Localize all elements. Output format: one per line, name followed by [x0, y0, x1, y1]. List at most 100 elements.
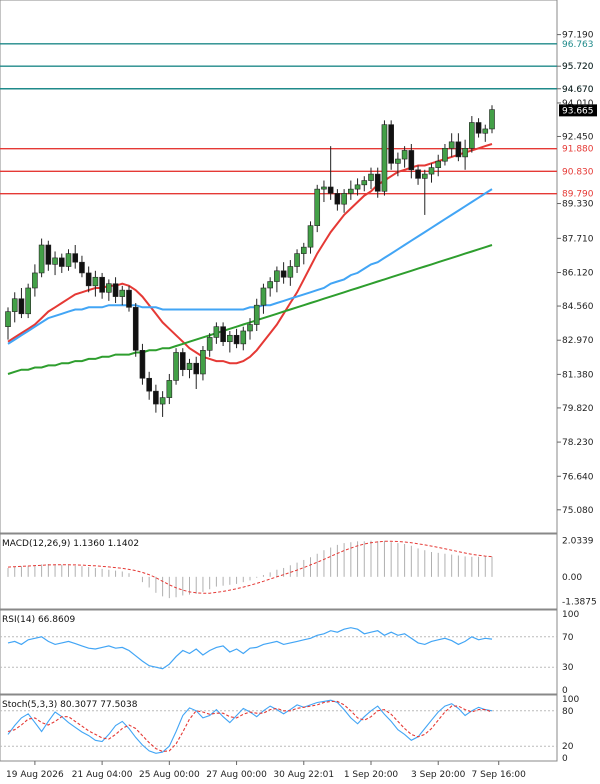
candle: [213, 322, 220, 344]
x-axis: 19 Aug 2026 21 Aug 04:00 25 Aug 00:00 27 Au…: [6, 761, 526, 780]
macd-title: MACD(12,26,9) 1.1360 1.1402: [2, 539, 139, 549]
candle: [58, 253, 65, 273]
candle: [106, 279, 112, 301]
candle-body: [469, 122, 475, 149]
candle-body: [348, 188, 354, 194]
rsi-tick-label: 100: [562, 610, 579, 620]
candle-body: [45, 244, 52, 265]
candle: [307, 221, 314, 254]
candle-body: [25, 287, 31, 315]
candle-body: [442, 147, 448, 162]
level-label: 94.670: [562, 85, 594, 95]
candle-body: [482, 128, 489, 134]
x-tick-label: 25 Aug 00:00: [139, 770, 200, 780]
x-tick-label: 30 Aug 22:01: [273, 770, 334, 780]
level-label: 89.790: [562, 190, 594, 200]
candle: [119, 285, 126, 306]
candle: [173, 348, 179, 385]
price-tick-label: 81.380: [562, 370, 594, 380]
candle-body: [421, 173, 428, 179]
candle-body: [146, 377, 152, 392]
candle-body: [206, 337, 213, 351]
level-label-box: [559, 82, 597, 95]
candle: [11, 292, 18, 323]
candle: [247, 318, 253, 340]
candle: [25, 283, 31, 319]
candle-body: [489, 109, 495, 130]
candle: [146, 371, 152, 400]
candle: [361, 176, 368, 192]
candle: [92, 270, 99, 297]
candle-body: [287, 266, 294, 278]
candle: [193, 356, 200, 390]
level-label: 95.720: [562, 62, 594, 72]
candle-body: [321, 186, 327, 190]
candle-body: [368, 173, 374, 181]
candle-body: [334, 193, 341, 205]
candle: [253, 298, 260, 331]
candle: [240, 326, 247, 351]
candle-body: [132, 307, 139, 351]
candle: [428, 163, 435, 183]
candle: [227, 330, 233, 353]
rsi-tick-label: 0: [562, 686, 568, 696]
price-axis: 97.190 95.720 94.670 94.010 92.450 89.330 87.7…: [557, 31, 594, 516]
candle-body: [38, 244, 45, 274]
candles: [5, 105, 495, 417]
candle-body: [253, 304, 260, 325]
x-tick-label: 1 Sep 20:00: [344, 770, 399, 780]
candle: [32, 264, 38, 297]
candle-body: [166, 380, 173, 398]
stoch-tick-label: 20: [562, 742, 574, 752]
candle-body: [455, 141, 462, 158]
candle-body: [307, 225, 314, 248]
candle: [435, 154, 442, 177]
price-tick-label: 94.670: [562, 85, 594, 95]
macd-tick-label: -1.3875: [562, 597, 597, 607]
candle: [274, 266, 280, 293]
current-price-box: [559, 104, 597, 117]
candle: [179, 348, 186, 377]
stoch-tick-label: 100: [562, 695, 579, 705]
candle: [354, 178, 361, 196]
candle: [482, 124, 489, 142]
candle: [415, 165, 421, 185]
candle-body: [159, 397, 166, 405]
price-tick-label: 75.080: [562, 506, 594, 516]
candle-body: [280, 270, 287, 278]
candle-body: [72, 253, 79, 263]
candle: [388, 120, 394, 170]
rsi-tick-label: 30: [562, 663, 574, 673]
candle: [327, 146, 334, 200]
candle-body: [11, 298, 18, 312]
candle: [374, 167, 381, 198]
candle-body: [240, 330, 247, 345]
candle-body: [327, 186, 334, 194]
price-tick-label: 76.640: [562, 472, 594, 482]
candle-body: [153, 390, 159, 405]
x-tick-label: 7 Sep 16:00: [472, 770, 527, 780]
candle-body: [260, 287, 267, 306]
candle-body: [274, 270, 280, 282]
candle: [368, 167, 374, 190]
candle-body: [213, 326, 220, 338]
candle: [186, 358, 193, 379]
price-tick-label: 95.720: [562, 62, 594, 72]
x-tick-label: 27 Aug 00:00: [206, 770, 267, 780]
x-tick-label: 3 Sep 20:00: [411, 770, 466, 780]
candle-body: [408, 150, 415, 171]
candle-body: [186, 362, 193, 370]
price-tick-label: 94.010: [562, 99, 594, 109]
candle: [52, 251, 58, 276]
price-tick-label: 86.120: [562, 269, 594, 279]
price-tick-label: 97.190: [562, 31, 594, 41]
candle: [462, 139, 468, 170]
price-tick-label: 84.560: [562, 302, 594, 312]
candle-body: [92, 276, 99, 287]
candle: [5, 307, 11, 340]
candle-body: [354, 184, 361, 190]
candle: [233, 328, 240, 349]
level-label-box: [559, 187, 597, 200]
candle: [79, 255, 85, 278]
